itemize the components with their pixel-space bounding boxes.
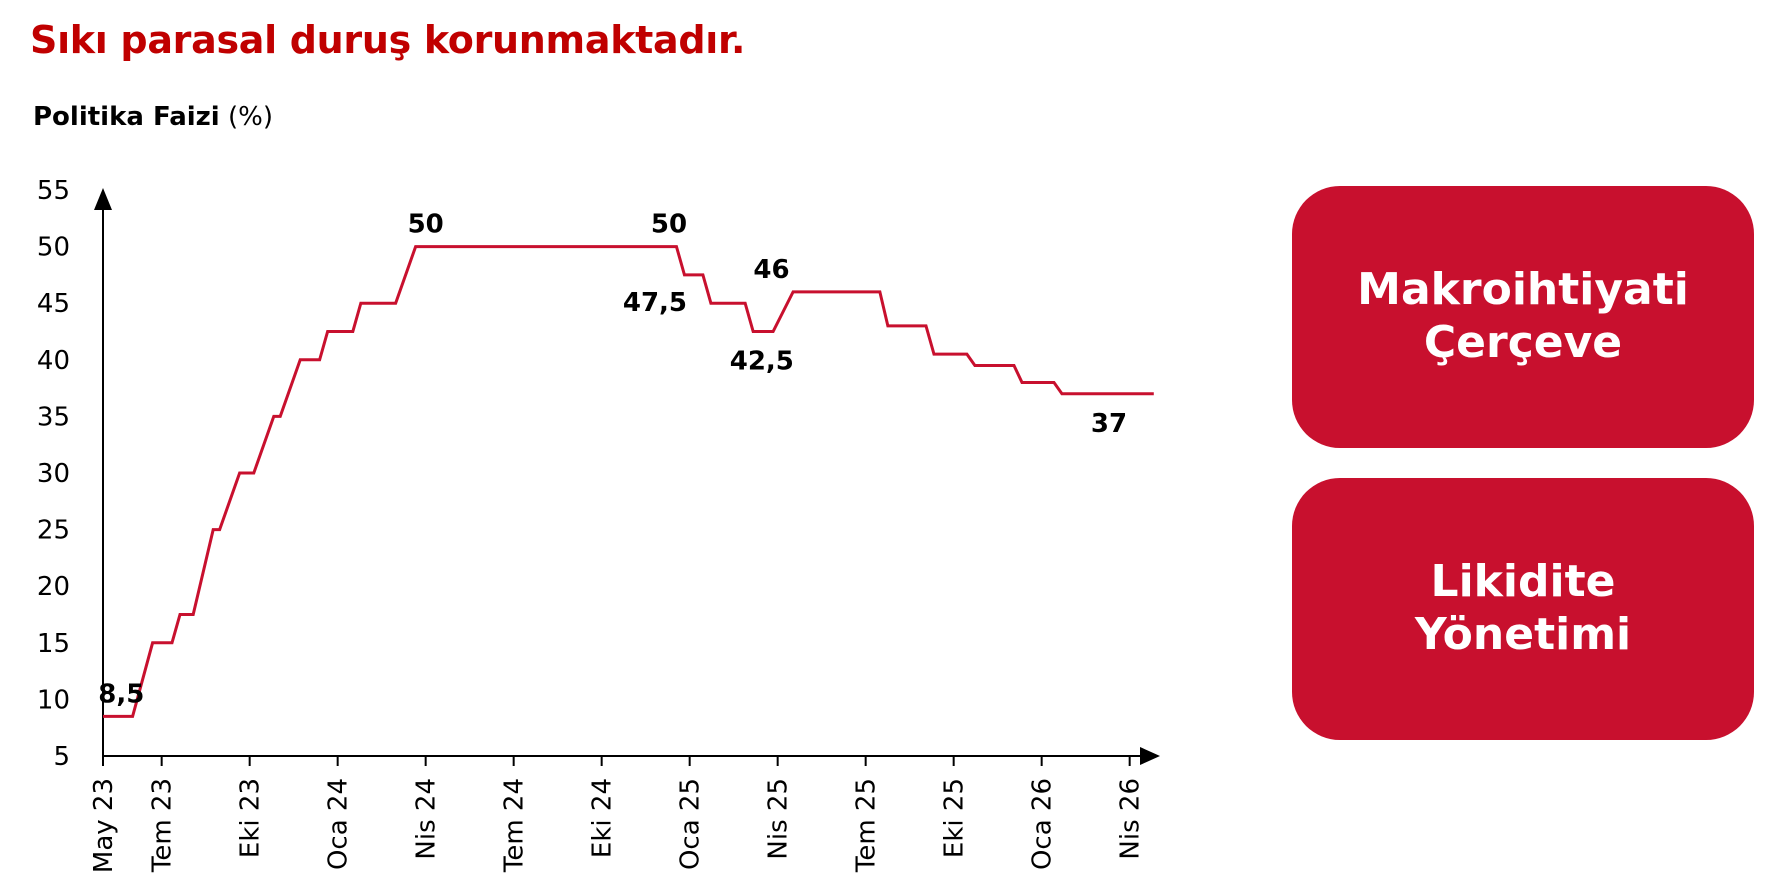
y-tick-label: 50 — [37, 233, 70, 263]
liquidity-management-label: Likidite Yönetimi — [1415, 556, 1631, 662]
x-tick-label: Tem 23 — [148, 778, 178, 873]
y-tick-label: 15 — [37, 629, 70, 659]
x-tick-label: Nis 26 — [1116, 778, 1146, 860]
chart-title-bold: Politika Faizi — [33, 102, 220, 132]
x-tick-label: Oca 25 — [676, 778, 706, 870]
x-tick-label: Nis 24 — [412, 778, 442, 860]
x-tick-label: Nis 25 — [764, 778, 794, 860]
macroprudential-framework-label: Makroihtiyati Çerçeve — [1357, 264, 1689, 370]
y-tick-label: 10 — [37, 685, 70, 715]
y-tick-label: 35 — [37, 402, 70, 432]
y-tick-label: 30 — [37, 459, 70, 489]
y-tick-label: 25 — [37, 516, 70, 546]
y-tick-label: 20 — [37, 572, 70, 602]
chart-title: Politika Faizi (%) — [33, 102, 273, 132]
x-tick-label: Eki 25 — [940, 778, 970, 858]
x-tick-label: Tem 25 — [852, 778, 882, 873]
x-tick-label: Tem 24 — [500, 778, 530, 873]
data-label: 50 — [651, 210, 687, 240]
data-label: 50 — [408, 210, 444, 240]
chart-title-unit: (%) — [219, 102, 273, 132]
x-tick-label: Eki 24 — [588, 778, 618, 858]
data-label: 47,5 — [623, 288, 687, 318]
y-tick-label: 55 — [37, 176, 70, 206]
series-group — [103, 245, 1154, 718]
x-axis-arrow — [1140, 747, 1160, 765]
liquidity-line2: Yönetimi — [1414, 609, 1632, 660]
data-label: 37 — [1091, 409, 1127, 439]
y-tick-label: 45 — [37, 289, 70, 319]
liquidity-line1: Likidite — [1430, 556, 1616, 608]
data-label: 42,5 — [730, 347, 794, 377]
data-label: 8,5 — [98, 679, 144, 709]
x-tick-label: May 23 — [89, 778, 119, 873]
y-tick-label: 40 — [37, 346, 70, 376]
data-label: 46 — [753, 255, 789, 285]
chart-axes — [94, 188, 1160, 765]
data-labels: 8,5 50 50 47,5 46 42,5 37 — [98, 210, 1127, 710]
y-axis-ticks: 5 10 15 20 25 30 35 40 45 50 55 — [37, 176, 70, 772]
y-tick-label: 5 — [53, 742, 70, 772]
liquidity-management-button[interactable]: Likidite Yönetimi — [1292, 478, 1754, 740]
x-tick-label: Eki 23 — [236, 778, 266, 858]
x-axis-ticks: May 23 Tem 23 Eki 23 Oca 24 Nis 24 Tem 24 Eki … — [89, 756, 1146, 873]
x-tick-label: Oca 26 — [1028, 778, 1058, 870]
macroprudential-framework-button[interactable]: Makroihtiyati Çerçeve — [1292, 186, 1754, 448]
x-tick-label: Oca 24 — [324, 778, 354, 870]
policy-rate-chart: 5 10 15 20 25 30 35 40 45 50 55 May 23 Tem 23 Eki 23… — [37, 176, 1160, 873]
policy-rate-line — [103, 245, 1154, 718]
macroprudential-line2: Çerçeve — [1423, 317, 1623, 368]
y-axis-arrow — [94, 188, 112, 210]
macroprudential-line1: Makroihtiyati — [1357, 264, 1689, 316]
page-title: Sıkı parasal duruş korunmaktadır. — [30, 18, 746, 62]
